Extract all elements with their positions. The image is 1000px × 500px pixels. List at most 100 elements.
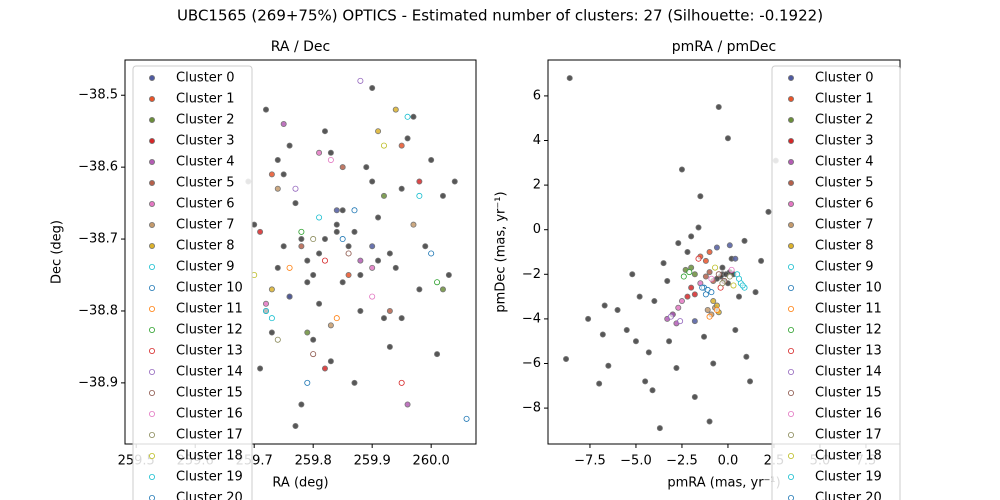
point <box>702 291 709 298</box>
y-tick-label: 0 <box>533 222 541 237</box>
point <box>386 250 393 257</box>
point <box>310 236 317 243</box>
y-axis-label: Dec (deg) <box>50 220 65 284</box>
point <box>726 242 733 249</box>
point <box>292 200 299 207</box>
legend: Cluster 0 Cluster 1 Cluster 2 Cluster 3 Clus… <box>132 65 253 500</box>
legend-label: Cluster 20 <box>176 491 243 500</box>
point <box>697 193 704 200</box>
point <box>257 365 264 372</box>
point <box>292 423 299 430</box>
legend-marker <box>788 368 795 375</box>
legend-marker <box>788 75 795 82</box>
legend-marker <box>788 389 795 396</box>
legend-label: Cluster 17 <box>815 428 882 443</box>
point <box>585 315 592 322</box>
point <box>333 207 340 214</box>
legend-marker <box>788 326 795 333</box>
point <box>675 240 682 247</box>
point <box>428 156 435 163</box>
legend-label: Cluster 19 <box>815 470 882 485</box>
point <box>292 185 299 192</box>
point <box>298 401 305 408</box>
point <box>735 275 742 282</box>
point <box>710 298 717 305</box>
point <box>304 329 311 336</box>
legend-marker <box>788 305 795 312</box>
point <box>398 142 405 149</box>
point <box>380 192 387 199</box>
x-axis-label: pmRA (mas, yr⁻¹) <box>667 476 780 491</box>
point <box>708 289 715 296</box>
point <box>327 156 334 163</box>
point <box>686 269 693 276</box>
legend-label: Cluster 16 <box>176 407 243 422</box>
point <box>310 351 317 358</box>
legend-label: Cluster 12 <box>176 323 243 338</box>
plot-area <box>245 77 470 430</box>
point <box>304 257 311 264</box>
point <box>732 327 739 334</box>
legend-marker <box>788 200 795 207</box>
point <box>684 293 691 300</box>
point <box>257 228 264 235</box>
legend-label: Cluster 4 <box>815 155 874 170</box>
point <box>678 298 685 305</box>
legend-marker <box>148 368 155 375</box>
point <box>726 273 733 280</box>
point <box>664 277 671 284</box>
legend-label: Cluster 11 <box>815 302 882 317</box>
point <box>369 243 376 250</box>
y-tick-label: −38.5 <box>78 88 118 103</box>
legend-marker <box>788 221 795 228</box>
legend-marker <box>148 158 155 165</box>
point <box>649 387 656 394</box>
point <box>375 128 382 135</box>
point <box>369 85 376 92</box>
point <box>566 75 573 82</box>
point <box>316 250 323 257</box>
point <box>392 264 399 271</box>
point <box>765 208 772 215</box>
point <box>351 379 358 386</box>
axes-frame <box>124 59 477 445</box>
point <box>339 207 346 214</box>
point <box>333 221 340 228</box>
point <box>719 264 726 271</box>
point <box>632 338 639 345</box>
legend-label: Cluster 6 <box>815 197 874 212</box>
legend-marker <box>788 158 795 165</box>
point <box>274 336 281 343</box>
point <box>743 353 750 360</box>
point <box>434 351 441 358</box>
point <box>702 257 709 264</box>
point <box>684 248 691 255</box>
y-axis-label: pmDec (mas, yr⁻¹) <box>494 191 509 312</box>
point <box>675 304 682 311</box>
point <box>416 192 423 199</box>
point <box>704 306 711 313</box>
point <box>645 349 652 356</box>
legend-marker <box>148 179 155 186</box>
point <box>262 307 269 314</box>
axes-title: RA / Dec <box>271 39 330 55</box>
point <box>699 284 706 291</box>
x-tick-label: −7.5 <box>574 454 606 469</box>
point <box>345 243 352 250</box>
point <box>422 243 429 250</box>
point <box>310 272 317 279</box>
legend-marker <box>788 117 795 124</box>
point <box>339 236 346 243</box>
x-tick-label: 259.8 <box>295 454 332 469</box>
legend-label: Cluster 8 <box>176 239 235 254</box>
x-tick-label: −5.0 <box>620 454 652 469</box>
point <box>651 298 658 305</box>
point <box>416 286 423 293</box>
point <box>605 362 612 369</box>
legend-label: Cluster 10 <box>815 281 882 296</box>
point <box>386 343 393 350</box>
legend-marker <box>148 452 155 459</box>
legend-marker <box>148 284 155 291</box>
point <box>713 244 720 251</box>
point <box>357 307 364 314</box>
